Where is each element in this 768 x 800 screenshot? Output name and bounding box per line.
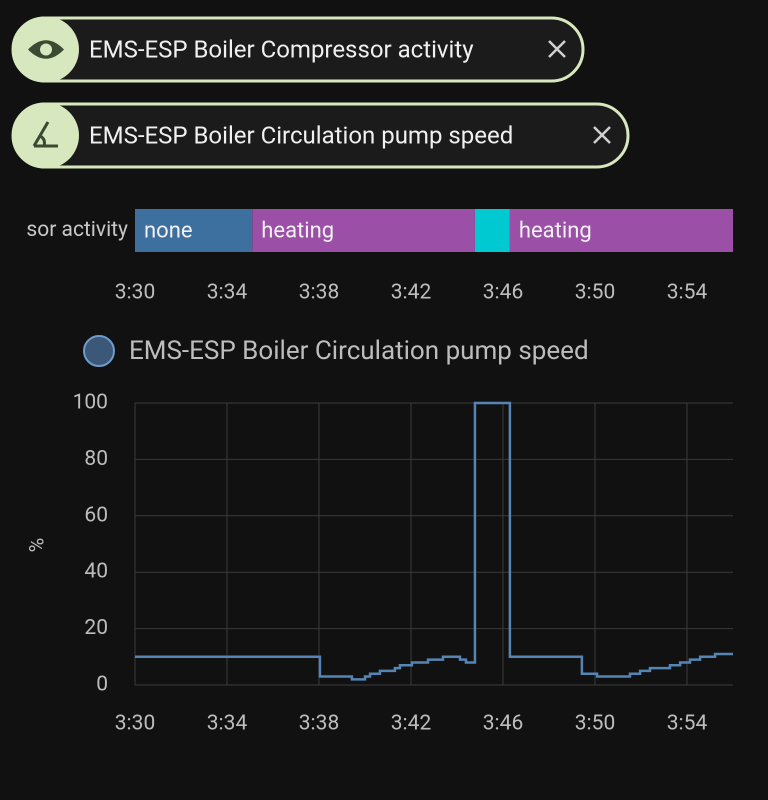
angle-icon <box>32 121 58 148</box>
legend-marker <box>83 335 115 367</box>
x-tick-label: 3:42 <box>391 712 432 736</box>
chip[interactable]: EMS-ESP Boiler Circulation pump speed <box>11 102 630 169</box>
segment-label: heating <box>519 218 592 243</box>
x-tick-label: 3:50 <box>575 281 616 305</box>
y-tick-label: 0 <box>96 673 108 697</box>
timeline-segment <box>135 209 253 252</box>
x-tick-label: 3:30 <box>115 281 156 305</box>
timeline-segment <box>252 209 475 252</box>
data-line <box>135 401 733 681</box>
x-tick-label: 3:46 <box>483 281 524 305</box>
x-tick-label: 3:38 <box>299 712 340 736</box>
y-tick-label: 80 <box>84 447 108 471</box>
x-tick-label: 3:54 <box>667 281 708 305</box>
segment-label: none <box>144 218 193 243</box>
chip-label: EMS-ESP Boiler Compressor activity <box>89 35 474 63</box>
timeline-segment <box>509 209 733 252</box>
chip-close[interactable] <box>548 40 566 58</box>
x-tick-label: 3:54 <box>667 712 708 736</box>
y-tick-label: 40 <box>84 560 108 584</box>
eye-pupil <box>40 43 52 56</box>
chip-label: EMS-ESP Boiler Circulation pump speed <box>89 121 513 149</box>
x-tick-label: 3:38 <box>299 281 340 305</box>
chip-icon-bg <box>13 102 79 169</box>
x-tick-label: 3:34 <box>207 281 248 305</box>
x-tick-label: 3:42 <box>391 281 432 305</box>
y-axis-label: % <box>24 538 48 553</box>
timeline-segment <box>474 209 510 252</box>
row-label: sor activity <box>26 218 128 242</box>
x-tick-label: 3:30 <box>115 712 156 736</box>
chip-close[interactable] <box>593 126 611 144</box>
x-tick-label: 3:46 <box>483 712 524 736</box>
x-tick-label: 3:34 <box>207 712 248 736</box>
x-tick-label: 3:50 <box>575 712 616 736</box>
chip[interactable]: EMS-ESP Boiler Compressor activity <box>11 16 585 83</box>
y-tick-label: 100 <box>73 391 108 415</box>
y-tick-label: 20 <box>84 616 108 640</box>
segment-label: heating <box>261 218 334 243</box>
y-tick-label: 60 <box>84 503 108 527</box>
legend-label: EMS-ESP Boiler Circulation pump speed <box>129 336 589 366</box>
